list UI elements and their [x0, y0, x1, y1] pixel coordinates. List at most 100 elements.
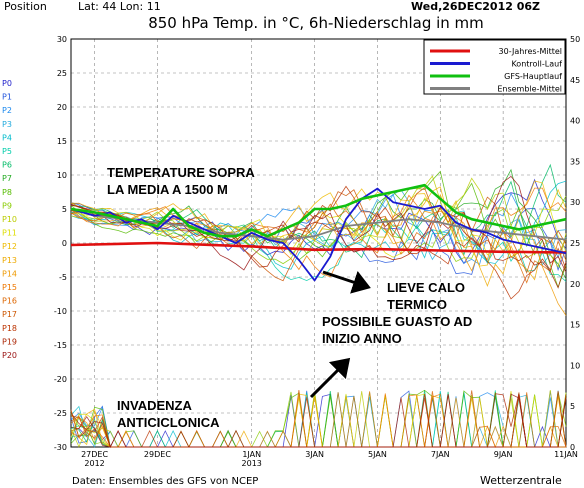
y-tick-label: -5 [59, 273, 67, 282]
y-tick-label: 25 [57, 69, 67, 78]
x-tick-label: 2013 [242, 459, 262, 468]
ensemble-mean-line [70, 208, 567, 241]
x-tick-label: 1JAN [242, 450, 261, 459]
member-label: P12 [2, 242, 17, 251]
annotation-line: INVADENZA [117, 398, 192, 413]
member-labels: P0 P1 P2 P3 P4 P5 P6 P7 P8 P9 P10 P11 P12 P13 P14 P15 P1… [2, 79, 17, 360]
legend-label: GFS-Hauptlauf [504, 72, 562, 81]
y2-tick-label: 40 [570, 117, 580, 126]
y-tick-label: -15 [54, 341, 67, 350]
y-tick-label: 0 [62, 239, 67, 248]
annotation-line: POSSIBILE GUASTO AD [322, 314, 472, 329]
ensemble-member-line [70, 186, 567, 288]
ensemble-member-line [70, 175, 567, 273]
member-label: P9 [2, 201, 12, 210]
y2-tick-label: 50 [570, 35, 580, 44]
legend: 30-Jahres-Mittel Kontroll-Lauf GFS-Hauptla… [423, 39, 566, 95]
member-label: P15 [2, 283, 17, 292]
member-label: P16 [2, 297, 17, 306]
member-label: P5 [2, 147, 12, 156]
member-label: P0 [2, 79, 12, 88]
y2-tick-label: 0 [570, 443, 575, 452]
member-label: P11 [2, 229, 17, 238]
data-source: Daten: Ensembles des GFS von NCEP [72, 476, 258, 487]
legend-label: 30-Jahres-Mittel [499, 47, 562, 56]
position-label: Position [4, 0, 47, 13]
arrow-icon [322, 270, 371, 294]
y2-tick-label: 25 [570, 239, 580, 248]
member-label: P2 [2, 106, 12, 115]
member-label: P20 [2, 351, 17, 360]
run-date: Wed,26DEC2012 06Z [411, 0, 540, 13]
x-tick-label: 9JAN [494, 450, 513, 459]
y2-tick-label: 15 [570, 321, 580, 330]
legend-label: Ensemble-Mittel [497, 85, 562, 94]
y2-tick-label: 10 [570, 361, 580, 370]
left-axis-ticks: -30 -25 -20 -15 -10 -5 0 5 10 15 20 25 30 [54, 35, 67, 452]
precipitation-traces [70, 389, 567, 449]
member-label: P6 [2, 161, 12, 170]
y-tick-label: 30 [57, 35, 67, 44]
x-tick-label: 11JAN [554, 450, 578, 459]
ensemble-member-line [70, 192, 567, 266]
ensemble-member-line [70, 170, 567, 289]
climate-mean-line [70, 241, 567, 254]
legend-box [423, 39, 566, 95]
member-label: P17 [2, 310, 17, 319]
x-tick-label: 2012 [84, 459, 104, 468]
y-tick-label: 5 [62, 205, 67, 214]
x-tick-label: 27DEC [81, 450, 108, 459]
member-label: P8 [2, 188, 12, 197]
y-tick-label: -30 [54, 443, 67, 452]
annotation-line: INIZIO ANNO [322, 331, 402, 346]
annotation-possible-breakdown: POSSIBILE GUASTO AD INIZIO ANNO [322, 314, 472, 346]
gfs-main-run-line [70, 183, 567, 238]
x-tick-label: 7JAN [431, 450, 450, 459]
y-tick-label: -10 [54, 307, 67, 316]
member-label: P3 [2, 120, 12, 129]
member-label: P14 [2, 269, 17, 278]
annotation-line: LA MEDIA A 1500 M [107, 182, 228, 197]
member-label: P7 [2, 174, 12, 183]
brand-label: Wetterzentrale [480, 474, 562, 487]
ensemble-member-line [70, 187, 567, 278]
y2-tick-label: 35 [570, 157, 580, 166]
member-label: P18 [2, 324, 17, 333]
chart-title: 850 hPa Temp. in °C, 6h-Niederschlag in … [148, 14, 484, 32]
ensemble-member-line [70, 180, 567, 270]
annotation-line: ANTICICLONICA [117, 415, 220, 430]
member-label: P4 [2, 133, 12, 142]
annotation-line: TERMICO [387, 297, 447, 312]
right-axis-ticks: 0 5 10 15 20 25 30 35 40 45 50 [570, 35, 580, 452]
y2-tick-label: 30 [570, 198, 580, 207]
y-tick-label: 20 [57, 103, 67, 112]
lat-lon-label: Lat: 44 Lon: 11 [78, 0, 161, 13]
member-label: P13 [2, 256, 17, 265]
main-series [70, 183, 567, 282]
control-run-line [70, 187, 567, 282]
annotation-anticyclone: INVADENZA ANTICICLONICA [117, 398, 220, 430]
arrow-icon [309, 357, 351, 399]
annotation-slight-cooling: LIEVE CALO TERMICO [387, 280, 465, 312]
x-tick-label: 5JAN [368, 450, 387, 459]
y-tick-label: -25 [54, 409, 67, 418]
legend-label: Kontroll-Lauf [511, 60, 562, 69]
y2-tick-label: 20 [570, 280, 580, 289]
annotation-line: LIEVE CALO [387, 280, 465, 295]
precipitation-line [70, 393, 567, 448]
annotation-above-average: TEMPERATURE SOPRA LA MEDIA A 1500 M [107, 165, 255, 197]
annotation-line: TEMPERATURE SOPRA [107, 165, 255, 180]
member-label: P1 [2, 93, 12, 102]
member-label: P10 [2, 215, 17, 224]
y-tick-label: 15 [57, 137, 67, 146]
member-label: P19 [2, 337, 17, 346]
y-tick-label: -20 [54, 375, 67, 384]
ensemble-member-line [70, 195, 567, 265]
y-tick-label: 10 [57, 171, 67, 180]
y2-tick-label: 45 [570, 76, 580, 85]
y2-tick-label: 5 [570, 402, 575, 411]
x-tick-label: 29DEC [144, 450, 171, 459]
x-tick-label: 3JAN [305, 450, 324, 459]
